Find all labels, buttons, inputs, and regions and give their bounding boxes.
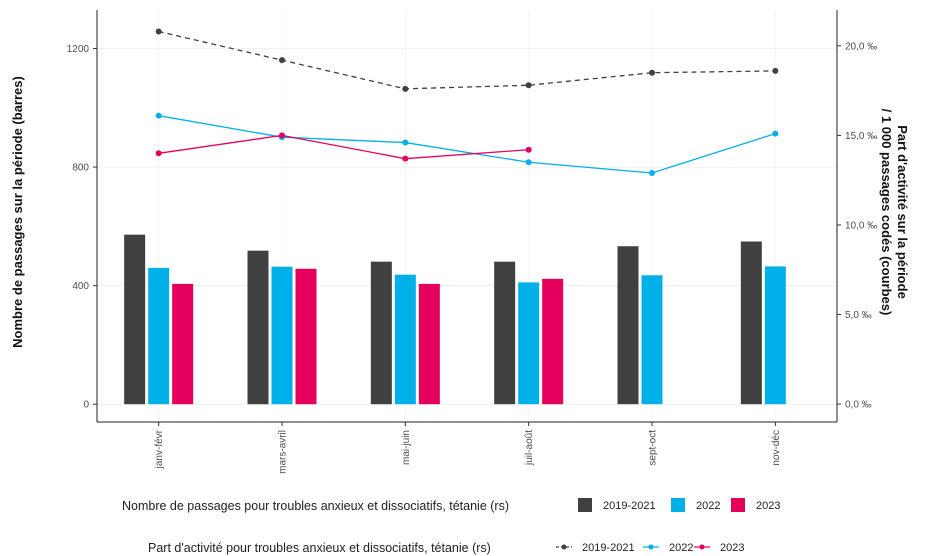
point-2023-1 (279, 132, 285, 139)
bar-2022-4 (641, 275, 663, 405)
point-2019-2021-3 (525, 82, 532, 89)
legend-swatch-2022 (671, 498, 685, 512)
y-tick-label-right: 0,0 ‰ (845, 400, 872, 411)
legend-point-2019-2021 (561, 544, 567, 550)
bar-2023-3 (542, 278, 564, 405)
point-2022-0 (155, 112, 162, 119)
y-tick-label-right: 10,0 ‰ (845, 220, 877, 231)
bar-2019-2021-4 (617, 246, 639, 405)
point-2022-2 (402, 139, 409, 146)
bar-2019-2021-0 (124, 234, 146, 405)
grid (97, 10, 837, 422)
y-axis-right-title-line2: / 1 000 passages codés (courbes) (879, 109, 894, 316)
bar-2023-2 (418, 283, 440, 405)
point-2022-3 (525, 159, 532, 166)
axes: 0 400 800 1200 0,0 ‰ 5,0 ‰ 10,0 ‰ 15,0 ‰ 20,0 ‰ j… (67, 10, 877, 474)
x-tick-label: nov-déc (771, 430, 782, 466)
line-2023 (158, 134, 529, 160)
legend-label-2023: 2023 (756, 500, 780, 512)
x-tick-label: mars-avril (278, 430, 289, 474)
x-tick-label: juil-août (524, 430, 535, 466)
x-tick-label: mai-juin (401, 430, 412, 465)
legend-bars: 2019-2021 2022 2023 (578, 498, 780, 512)
y-tick-label-left: 400 (72, 281, 89, 292)
legend-point-2023 (699, 544, 705, 550)
point-2023-0 (155, 150, 162, 157)
legend-line-label-2022: 2022 (669, 542, 693, 554)
legend-lines: 2019-2021 2022 2023 (556, 542, 744, 554)
point-2019-2021-0 (155, 28, 162, 35)
point-2019-2021-4 (649, 69, 655, 76)
y-tick-label-right: 20,0 ‰ (845, 41, 877, 52)
y-tick-label-right: 15,0 ‰ (845, 131, 877, 142)
legend-label-2022: 2022 (696, 500, 720, 512)
point-2019-2021-1 (279, 57, 285, 64)
y-tick-label-left: 1200 (67, 44, 90, 55)
bar-2022-1 (271, 266, 293, 405)
legend-label-2019-2021: 2019-2021 (603, 500, 656, 512)
y-axis-right-title-line1: Part d'activité sur la période (895, 125, 910, 299)
line-2019-2021 (158, 30, 776, 90)
legend-bars-title: Nombre de passages pour troubles anxieux… (122, 499, 509, 513)
point-2023-2 (402, 155, 409, 162)
bar-2023-0 (172, 283, 194, 405)
bar-2019-2021-1 (247, 250, 269, 405)
legend-swatch-2023 (731, 498, 745, 512)
bar-2022-2 (394, 274, 416, 405)
line-2022 (158, 115, 776, 174)
bar-2019-2021-2 (370, 261, 392, 405)
bar-2022-0 (148, 267, 170, 405)
point-2023-3 (525, 146, 532, 153)
y-tick-label-left: 800 (72, 163, 89, 174)
legend-line-label-2019-2021: 2019-2021 (582, 542, 635, 554)
legend-swatch-2019-2021 (578, 498, 592, 512)
bar-2022-5 (764, 266, 786, 405)
y-tick-label-right: 5,0 ‰ (845, 310, 872, 321)
x-tick-label: sept-oct (648, 430, 659, 466)
point-2022-5 (772, 130, 779, 137)
legend-lines-title: Part d'activité pour troubles anxieux et… (148, 541, 491, 555)
bar-2022-3 (518, 282, 540, 405)
point-2019-2021-2 (402, 85, 409, 92)
y-axis-left-title: Nombre de passages sur la période (barre… (10, 76, 25, 348)
legend-line-label-2023: 2023 (720, 542, 744, 554)
point-2019-2021-5 (772, 67, 779, 74)
x-tick-label: janv-févr (154, 429, 165, 469)
bar-2019-2021-5 (740, 241, 762, 405)
bar-2019-2021-3 (494, 261, 516, 405)
lines (155, 28, 779, 177)
bars (124, 234, 786, 405)
legend-point-2022 (648, 544, 654, 550)
point-2022-4 (649, 170, 655, 177)
bar-2023-1 (295, 268, 317, 405)
y-tick-label-left: 0 (83, 400, 89, 411)
